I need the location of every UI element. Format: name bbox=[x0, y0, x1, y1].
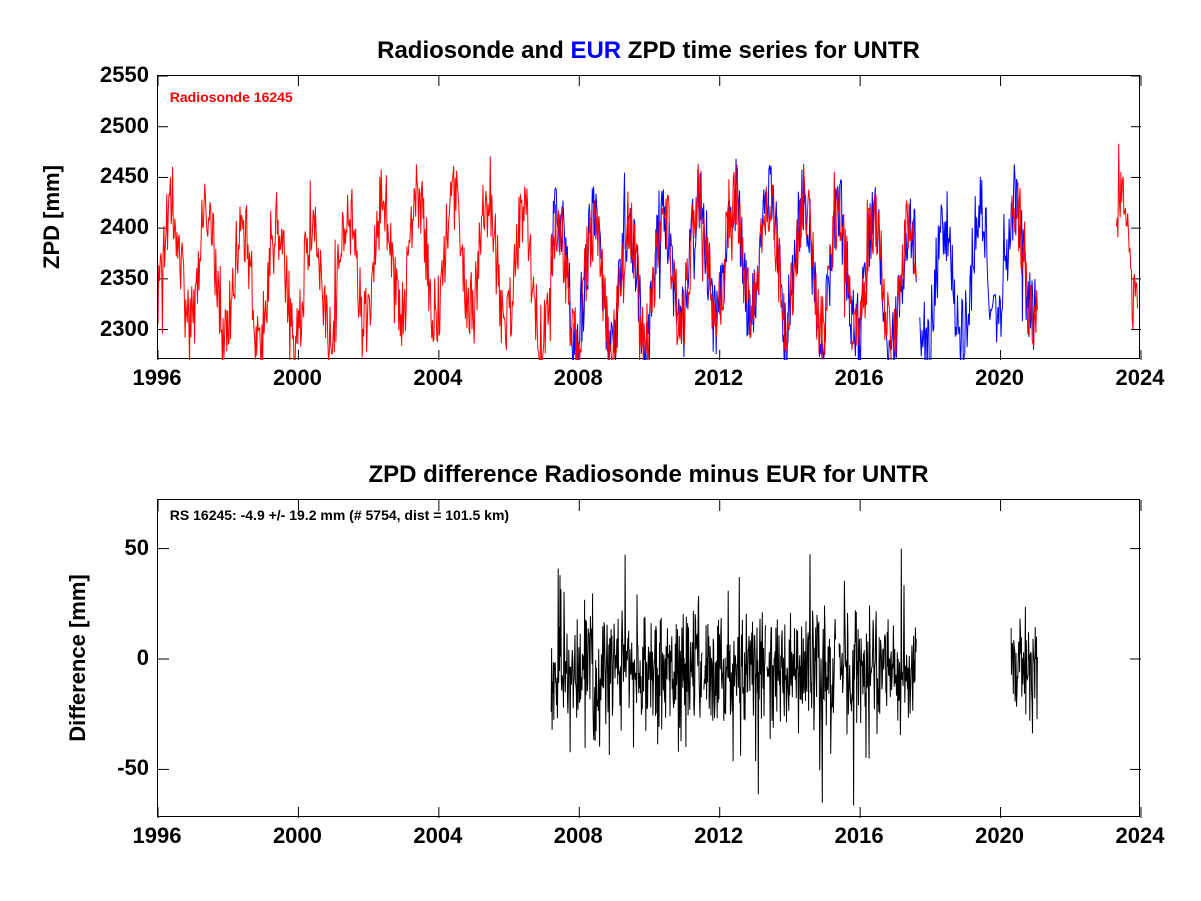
panel2-axes: RS 16245: -4.9 +/- 19.2 mm (# 5754, dist… bbox=[157, 499, 1140, 817]
xtick-label: 2008 bbox=[554, 365, 603, 391]
panel1-annotation: Radiosonde 16245 bbox=[170, 89, 293, 105]
ytick-label: 2550 bbox=[79, 62, 149, 88]
series-diff bbox=[704, 577, 766, 794]
xtick-label: 2000 bbox=[273, 365, 322, 391]
series-Radiosonde bbox=[1116, 144, 1137, 330]
panel1-axes: Radiosonde 16245 bbox=[157, 75, 1140, 359]
xtick-label: 2008 bbox=[554, 823, 603, 849]
xtick-label: 1996 bbox=[133, 365, 182, 391]
series-diff bbox=[839, 549, 916, 806]
xtick-label: 1996 bbox=[133, 823, 182, 849]
xtick-label: 2024 bbox=[1116, 365, 1165, 391]
xtick-label: 2004 bbox=[413, 823, 462, 849]
panel1-ylabel: ZPD [mm] bbox=[39, 75, 65, 359]
ytick-label: 2300 bbox=[79, 316, 149, 342]
xtick-label: 2016 bbox=[835, 365, 884, 391]
figure: Radiosonde and EUR ZPD time series for U… bbox=[0, 0, 1201, 901]
xtick-label: 2020 bbox=[975, 365, 1024, 391]
ytick-label: 2350 bbox=[79, 265, 149, 291]
ytick-label: 2450 bbox=[79, 163, 149, 189]
xtick-label: 2000 bbox=[273, 823, 322, 849]
xtick-label: 2012 bbox=[694, 365, 743, 391]
panel2-annotation: RS 16245: -4.9 +/- 19.2 mm (# 5754, dist… bbox=[170, 507, 509, 523]
xtick-label: 2016 bbox=[835, 823, 884, 849]
xtick-label: 2024 bbox=[1116, 823, 1165, 849]
ytick-label: 0 bbox=[99, 645, 149, 671]
panel2-title: ZPD difference Radiosonde minus EUR for … bbox=[157, 461, 1140, 489]
series-diff bbox=[1011, 607, 1037, 734]
ytick-label: 50 bbox=[99, 535, 149, 561]
panel1-title: Radiosonde and EUR ZPD time series for U… bbox=[157, 37, 1140, 65]
xtick-label: 2020 bbox=[975, 823, 1024, 849]
xtick-label: 2012 bbox=[694, 823, 743, 849]
ytick-label: 2400 bbox=[79, 214, 149, 240]
panel2-plot bbox=[158, 500, 1141, 818]
panel1-plot bbox=[158, 76, 1141, 360]
series-diff bbox=[767, 554, 836, 803]
panel2-ylabel: Difference [mm] bbox=[65, 499, 91, 817]
xtick-label: 2004 bbox=[413, 365, 462, 391]
series-diff bbox=[551, 555, 702, 755]
ytick-label: -50 bbox=[99, 755, 149, 781]
ytick-label: 2500 bbox=[79, 113, 149, 139]
